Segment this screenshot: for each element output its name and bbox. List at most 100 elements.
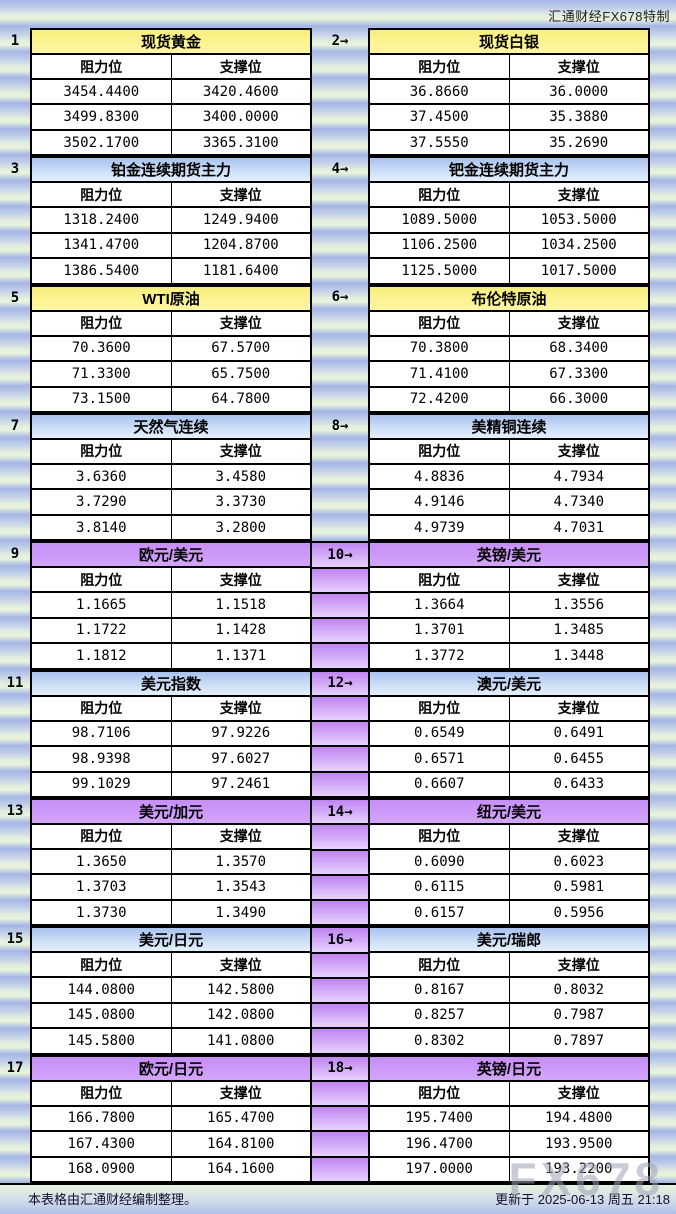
center-spacer-column: 8→ [312, 413, 368, 541]
support-column-header: 支撑位 [170, 439, 311, 463]
table-row: 1.3701 1.3485 [370, 616, 648, 643]
resistance-value: 3.7290 [75, 494, 127, 511]
support-value: 1249.9400 [170, 208, 311, 232]
support-value: 0.5956 [508, 900, 649, 925]
table-row: 73.1500 64.7800 [32, 385, 310, 411]
support-value: 4.7934 [508, 464, 649, 489]
resistance-value: 1.3772 [413, 647, 465, 664]
table-title: 美元/加元 [32, 799, 310, 825]
spacer-cell [312, 233, 368, 259]
column-header-row: 阻力位 支撑位 [32, 696, 311, 722]
table-row: 0.8167 0.8032 [370, 978, 648, 1002]
price-table-铂金连续期货主力: 铂金连续期货主力 阻力位 支撑位 1318.2400 1249.9400 1341.470… [30, 156, 312, 285]
support-column-header: 支撑位 [508, 1081, 649, 1105]
table-row: 1.3772 1.3448 [370, 642, 648, 668]
support-value: 67.5700 [170, 336, 311, 361]
spacer-cell [312, 770, 368, 796]
table-row: 168.0900 164.1600 [32, 1155, 310, 1181]
support-value: 164.8100 [170, 1132, 311, 1156]
price-table-英镑/日元: 英镑/日元 阻力位 支撑位 195.7400 194.4800 196.4700 193.9… [368, 1054, 650, 1183]
price-table-布伦特原油: 布伦特原油 阻力位 支撑位 70.3800 68.3400 71.4100 67.3300 7… [368, 284, 650, 413]
price-table-钯金连续期货主力: 钯金连续期货主力 阻力位 支撑位 1089.5000 1053.5000 1106.250… [368, 156, 650, 285]
resistance-value: 1106.2500 [401, 237, 478, 254]
right-margin-column [650, 798, 676, 926]
support-value: 3420.4600 [170, 80, 311, 104]
resistance-value: 0.8167 [413, 982, 465, 999]
resistance-column-header: 阻力位 [418, 828, 461, 845]
table-title: 布伦特原油 [370, 286, 648, 312]
column-header-row: 阻力位 支撑位 [32, 311, 310, 337]
spacer-cell [312, 131, 368, 157]
support-column-header: 支撑位 [170, 55, 311, 78]
resistance-value: 1341.4700 [63, 237, 140, 254]
table-row: 0.8257 0.7987 [370, 1001, 648, 1028]
footer-source-note: 本表格由汇通财经编制整理。 [28, 1192, 198, 1207]
column-header-row: 阻力位 支撑位 [370, 439, 648, 465]
support-value: 0.6491 [508, 721, 649, 746]
column-header-row: 阻力位 支撑位 [32, 183, 310, 209]
table-row: 0.8302 0.7897 [370, 1027, 648, 1053]
price-table-英镑/美元: 英镑/美元 阻力位 支撑位 1.3664 1.3556 1.3701 1.3485 1.377… [368, 541, 650, 670]
resistance-value: 145.0800 [67, 1007, 135, 1024]
table-row: 0.6549 0.6491 [370, 721, 649, 746]
resistance-value: 98.9398 [71, 750, 131, 767]
table-row: 196.4700 193.9500 [370, 1130, 649, 1156]
price-table-澳元/美元: 澳元/美元 阻力位 支撑位 0.6549 0.6491 0.6571 0.6455 0.660… [368, 669, 650, 798]
table-pair-row: 9 欧元/美元 阻力位 支撑位 1.1665 1.1518 1.1722 1.1428 1.18… [0, 541, 676, 670]
table-title: 澳元/美元 [370, 671, 648, 697]
right-margin-column [650, 413, 676, 541]
table-row: 0.6157 0.5956 [370, 898, 649, 925]
table-pair-row: 15 美元/日元 阻力位 支撑位 144.0800 142.5800 145.0800 142… [0, 926, 676, 1055]
support-value: 193.9500 [508, 1132, 649, 1156]
support-value: 1.1518 [170, 593, 311, 617]
table-row: 0.6115 0.5981 [370, 873, 649, 899]
table-row: 71.3300 65.7500 [32, 360, 310, 386]
table-pair-row: 17 欧元/日元 阻力位 支撑位 166.7800 165.4700 167.4300 164… [0, 1054, 676, 1183]
price-table-美元/日元: 美元/日元 阻力位 支撑位 144.0800 142.5800 145.0800 142.0… [30, 926, 312, 1055]
spacer-cell [312, 1155, 368, 1181]
spacer-cell [312, 1002, 368, 1028]
table-title: 美元/瑞郎 [370, 928, 648, 954]
support-value: 165.4700 [170, 1106, 311, 1131]
table-row: 98.9398 97.6027 [32, 745, 310, 771]
table-title: 铂金连续期货主力 [32, 158, 310, 184]
resistance-value: 145.5800 [67, 1032, 135, 1049]
table-row: 1.1665 1.1518 [32, 593, 311, 617]
resistance-value: 144.0800 [67, 982, 135, 999]
support-column-header: 支撑位 [170, 696, 311, 720]
table-row: 195.7400 194.4800 [370, 1106, 648, 1131]
resistance-column-header: 阻力位 [418, 315, 461, 332]
table-title: 欧元/美元 [32, 543, 310, 569]
support-column-header: 支撑位 [508, 183, 649, 207]
support-value: 4.7340 [508, 490, 649, 514]
support-value: 1053.5000 [508, 208, 649, 232]
table-row: 4.8836 4.7934 [370, 464, 649, 489]
price-table-现货白银: 现货白银 阻力位 支撑位 36.8660 36.0000 37.4500 35.3880 37… [368, 28, 650, 157]
table-pair-row: 5 WTI原油 阻力位 支撑位 70.3600 67.5700 71.3300 65.7500… [0, 284, 676, 413]
table-index-arrow-label: 8→ [331, 417, 349, 434]
center-spacer-column: 18→ [312, 1054, 368, 1183]
table-title: 英镑/美元 [370, 543, 648, 569]
table-row: 1106.2500 1034.2500 [370, 231, 648, 258]
resistance-column-header: 阻力位 [80, 700, 123, 717]
table-title: 英镑/日元 [370, 1056, 648, 1082]
resistance-value: 1089.5000 [401, 212, 478, 229]
table-row: 145.0800 142.0800 [32, 1001, 310, 1028]
brand-header: 汇通财经FX678特制 [548, 9, 670, 24]
table-index-label: 9 [10, 546, 20, 563]
spacer-cell [312, 591, 368, 618]
price-table-现货黄金: 现货黄金 阻力位 支撑位 3454.4400 3420.4600 3499.8300 340… [30, 28, 312, 157]
spacer-cell [312, 720, 368, 746]
table-title: 现货黄金 [32, 30, 310, 55]
resistance-value: 195.7400 [405, 1110, 473, 1127]
spacer-cell [312, 694, 368, 721]
spacer-cell [312, 439, 368, 465]
spacer-cell [312, 642, 368, 668]
left-margin-column: 9 [0, 541, 30, 669]
left-margin-column: 5 [0, 285, 30, 413]
support-value: 0.5981 [508, 875, 649, 899]
spacer-cell [312, 873, 368, 900]
table-row: 3499.8300 3400.0000 [32, 103, 310, 129]
table-row: 37.4500 35.3880 [370, 103, 648, 129]
